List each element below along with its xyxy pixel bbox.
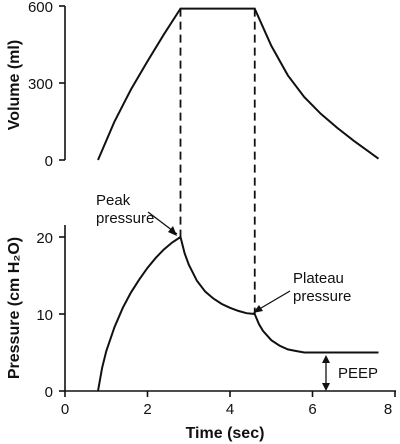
pressure-y-ticks: 20 10 0 [36,230,65,401]
time-axis-title: Time (sec) [186,425,265,442]
plateau-arrow [255,290,291,312]
time-x-ticks: 0 2 4 6 8 [61,391,396,418]
peep-double-arrow-icon [322,355,330,391]
peak-arrowhead-icon [168,226,177,236]
peak-annotation-line1: Peak [96,192,131,209]
time-tick-label-4: 4 [226,401,234,418]
time-tick-label-0: 0 [61,401,69,418]
volume-tick-label-300: 300 [28,76,53,93]
volume-y-ticks: 600 300 0 [28,0,65,170]
time-tick-label-2: 2 [143,401,151,418]
pressure-tick-label-20: 20 [36,230,53,247]
plateau-annotation-line1: Plateau [293,270,344,287]
plateau-arrowhead-icon [253,305,263,313]
pressure-axis-title: Pressure (cm H₂O) [6,237,23,379]
plateau-annotation-line2: pressure [293,288,351,305]
volume-axis-title: Volume (ml) [6,40,23,130]
volume-series-line [97,7,380,161]
pressure-tick-label-0: 0 [45,384,53,401]
volume-tick-label-0: 0 [45,153,53,170]
peep-annotation: PEEP [338,365,378,382]
volume-tick-label-600: 600 [28,0,53,16]
time-tick-label-6: 6 [308,401,316,418]
peak-annotation-line2: pressure [96,210,154,227]
time-tick-label-8: 8 [384,401,392,418]
pressure-series-line [97,235,379,392]
pressure-tick-label-10: 10 [36,307,53,324]
